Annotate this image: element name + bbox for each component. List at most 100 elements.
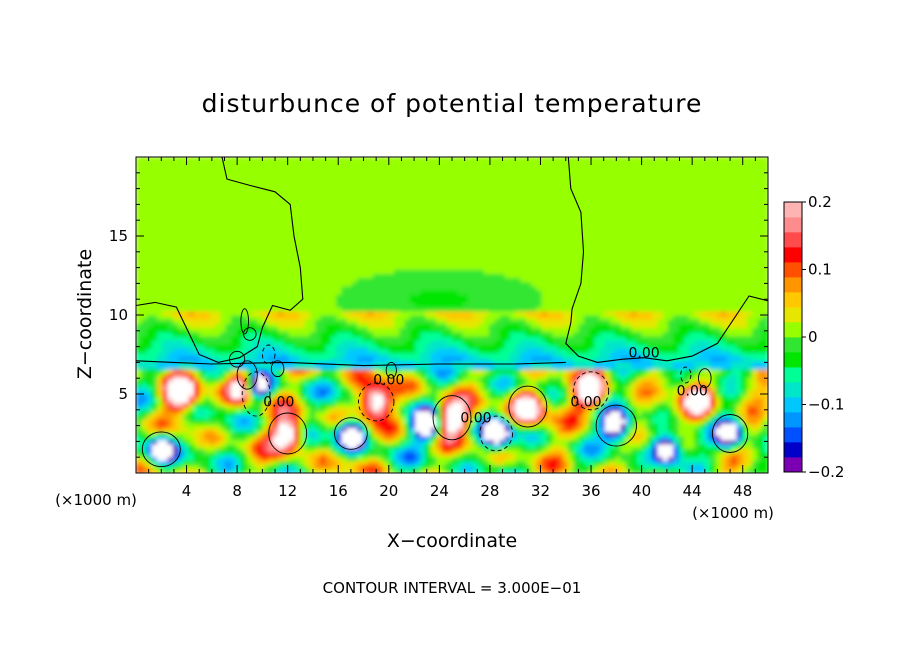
field-cell [657,431,664,437]
field-cell [488,381,495,387]
field-cell [757,439,764,445]
field-cell [330,344,337,349]
field-cell [636,377,643,383]
field-cell [157,418,163,424]
field-cell [673,443,680,449]
field-cell [309,344,316,349]
field-cell [304,431,311,437]
field-cell [757,310,764,316]
field-cell [667,435,674,441]
field-cell [272,456,279,462]
field-cell [141,448,148,453]
field-cell [704,377,711,383]
field-cell [325,389,332,395]
field-cell [409,431,416,437]
field-cell [604,443,611,449]
field-cell [483,394,490,399]
field-cell [215,423,221,428]
field-cell [462,381,469,387]
field-cell [620,460,627,466]
field-cell [741,410,748,416]
field-cell [604,406,611,412]
field-cell [594,348,601,354]
field-cell [620,464,627,470]
field-cell [167,443,174,449]
field-cell [404,452,411,457]
field-cell [278,398,285,403]
field-cell [351,298,358,304]
field-cell [362,418,369,424]
field-cell [425,335,432,341]
field-cell [172,377,179,383]
field-cell [178,414,184,420]
field-cell [388,364,395,370]
field-cell [246,394,253,399]
field-cell [588,319,595,324]
field-cell [178,431,184,437]
field-cell [620,398,627,403]
field-cell [715,460,722,466]
field-cell [610,456,616,462]
field-cell [146,335,153,341]
field-cell [494,443,500,449]
field-cell [288,414,295,420]
field-cell [225,344,232,349]
field-cell [388,306,395,312]
field-cell [294,369,300,374]
field-cell [136,364,142,370]
field-cell [199,406,206,412]
field-cell [546,439,553,445]
field-cell [294,331,300,337]
field-cell [546,344,553,349]
field-cell [694,456,701,462]
field-cell [367,398,374,403]
field-cell [336,456,342,462]
field-cell [436,418,443,424]
field-cell [457,315,464,320]
field-cell [515,319,522,324]
field-cell [631,452,637,457]
field-cell [188,344,195,349]
field-cell [225,427,232,433]
field-cell [636,423,643,428]
field-cell [425,414,432,420]
field-cell [388,385,395,391]
field-cell [467,398,474,403]
field-cell [667,373,674,378]
field-cell [215,381,221,387]
field-cell [557,398,564,403]
field-cell [357,394,364,399]
field-cell [667,464,674,470]
field-cell [509,373,516,378]
field-cell [294,310,300,316]
field-cell [309,298,316,304]
field-cell [657,443,664,449]
field-cell [652,302,658,308]
field-cell [241,385,248,391]
field-cell [662,327,669,333]
field-cell [288,302,295,308]
field-cell [509,418,516,424]
field-cell [241,418,248,424]
field-cell [267,356,274,362]
field-cell [578,414,585,420]
field-cell [315,348,321,354]
field-cell [220,306,227,312]
field-cell [594,373,601,378]
field-cell [325,439,332,445]
field-cell [367,456,374,462]
field-cell [567,406,574,412]
field-cell [499,369,506,374]
field-cell [188,331,195,337]
field-cell [193,373,200,378]
field-cell [330,468,337,473]
field-cell [641,439,648,445]
field-cell [509,323,516,329]
field-cell [351,410,358,416]
field-cell [378,385,385,391]
field-cell [488,456,495,462]
field-cell [599,406,606,412]
field-cell [694,302,701,308]
field-cell [162,306,169,312]
field-cell [404,323,411,329]
